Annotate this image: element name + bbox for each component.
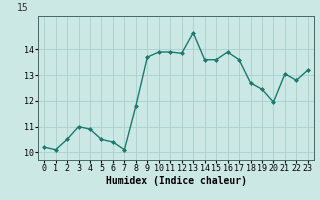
X-axis label: Humidex (Indice chaleur): Humidex (Indice chaleur) bbox=[106, 176, 246, 186]
Text: 15: 15 bbox=[16, 3, 28, 13]
